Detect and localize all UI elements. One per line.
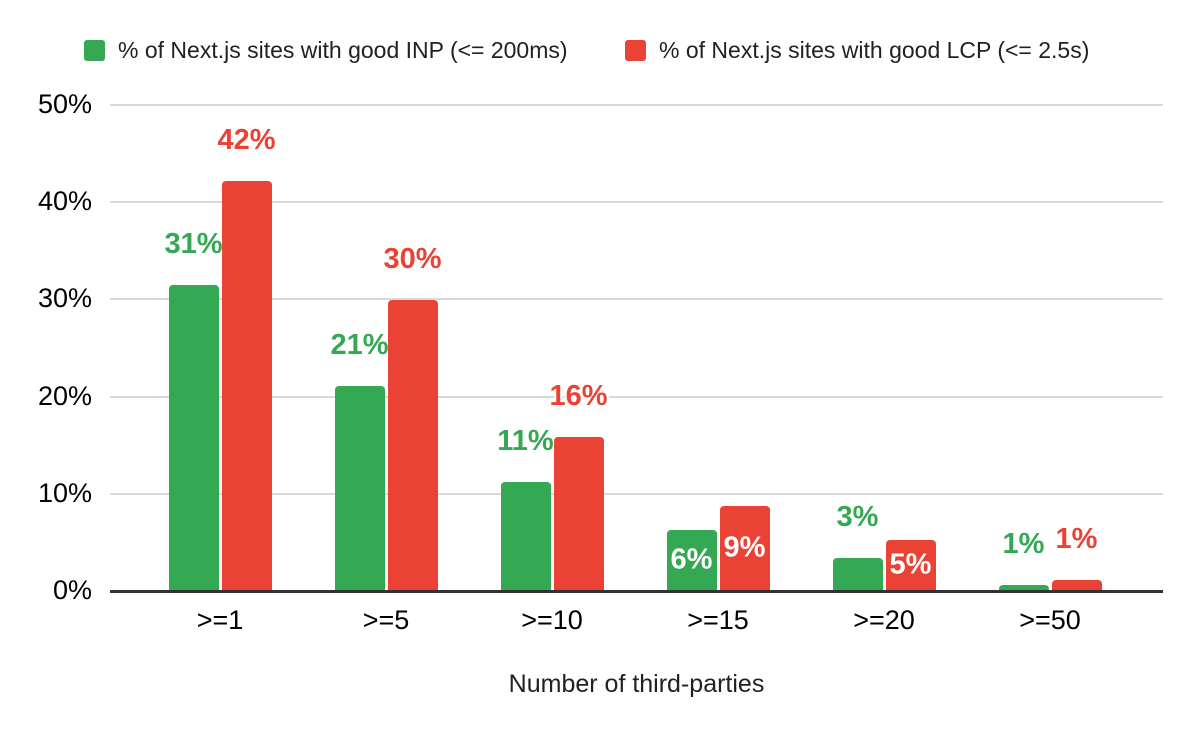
x-axis-tick-label: >=1 <box>196 605 244 635</box>
bar-inp: 1% <box>998 530 1049 590</box>
x-axis-tick-label: >=20 <box>853 605 915 635</box>
bar-group: 6% 9% <box>635 104 801 590</box>
bar-group: 11% 16% <box>469 104 635 590</box>
x-axis-tick-label: >=15 <box>687 605 749 635</box>
bar-value-label: 11% <box>497 425 554 458</box>
gridline <box>110 201 1163 203</box>
bar-value-label: 30% <box>383 243 442 276</box>
x-axis-line <box>110 590 1163 593</box>
x-axis: >=1 >=5 >=10 >=15 >=20 >=50 <box>137 605 1133 636</box>
bar-lcp: 9% <box>719 506 770 590</box>
bar-inp: 6% <box>666 529 717 590</box>
bars-container: 31% 42% 21% 30% 11% 16% 6% 9% 3% 5% 1% 1% <box>137 104 1133 590</box>
bar-lcp: 5% <box>885 540 936 590</box>
gridline <box>110 493 1163 495</box>
bar-value-label: 3% <box>836 500 879 533</box>
bar-value-label: 31% <box>164 227 223 260</box>
lcp-legend-swatch-icon <box>625 40 646 61</box>
y-axis-tick-label: 0% <box>52 575 92 605</box>
x-axis-tick-label: >=50 <box>1019 605 1081 635</box>
bar-value-label: 16% <box>549 380 608 413</box>
y-axis-tick-label: 10% <box>37 477 92 508</box>
bar-group: 1% 1% <box>967 104 1133 590</box>
bar-inp: 3% <box>832 502 883 590</box>
bar-inp: 31% <box>164 229 223 590</box>
bar-group: 31% 42% <box>137 104 303 590</box>
legend-item-lcp: % of Next.js sites with good LCP (<= 2.5… <box>625 37 1089 64</box>
bar-lcp: 16% <box>549 382 608 590</box>
y-axis: 50% 40% 30% 20% 10% 0% <box>0 0 92 620</box>
plot-area: 31% 42% 21% 30% 11% 16% 6% 9% 3% 5% 1% 1% <box>110 104 1163 593</box>
x-axis-tick-label: >=10 <box>521 605 583 635</box>
bar-lcp: 30% <box>383 245 442 590</box>
gridline <box>110 104 1163 106</box>
y-axis-tick-label: 40% <box>37 186 92 217</box>
bar-lcp: 1% <box>1051 525 1102 590</box>
bar-value-label: 1% <box>1055 523 1098 556</box>
legend-label-inp: % of Next.js sites with good INP (<= 200… <box>118 37 568 63</box>
y-axis-tick-label: 50% <box>37 89 92 119</box>
bar-value-label: 1% <box>1002 528 1045 561</box>
bar-value-label: 6% <box>670 543 713 576</box>
legend-item-inp: % of Next.js sites with good INP (<= 200… <box>84 37 568 64</box>
inp-legend-swatch-icon <box>84 40 105 61</box>
gridline <box>110 396 1163 398</box>
bar-group: 3% 5% <box>801 104 967 590</box>
bar-value-label: 5% <box>889 548 932 581</box>
bar-inp: 11% <box>497 427 554 590</box>
bar-inp: 21% <box>330 330 389 590</box>
gridline <box>110 298 1163 300</box>
legend-label-lcp: % of Next.js sites with good LCP (<= 2.5… <box>659 37 1090 63</box>
y-axis-tick-label: 30% <box>37 283 92 314</box>
bar-group: 21% 30% <box>303 104 469 590</box>
bar-value-label: 21% <box>330 328 389 361</box>
bar-value-label: 9% <box>723 531 766 564</box>
x-axis-title: Number of third-parties <box>508 670 765 698</box>
bar-value-label: 42% <box>217 123 276 156</box>
bar-lcp: 42% <box>217 125 276 590</box>
x-axis-tick-label: >=5 <box>362 605 410 635</box>
y-axis-tick-label: 20% <box>37 380 92 411</box>
